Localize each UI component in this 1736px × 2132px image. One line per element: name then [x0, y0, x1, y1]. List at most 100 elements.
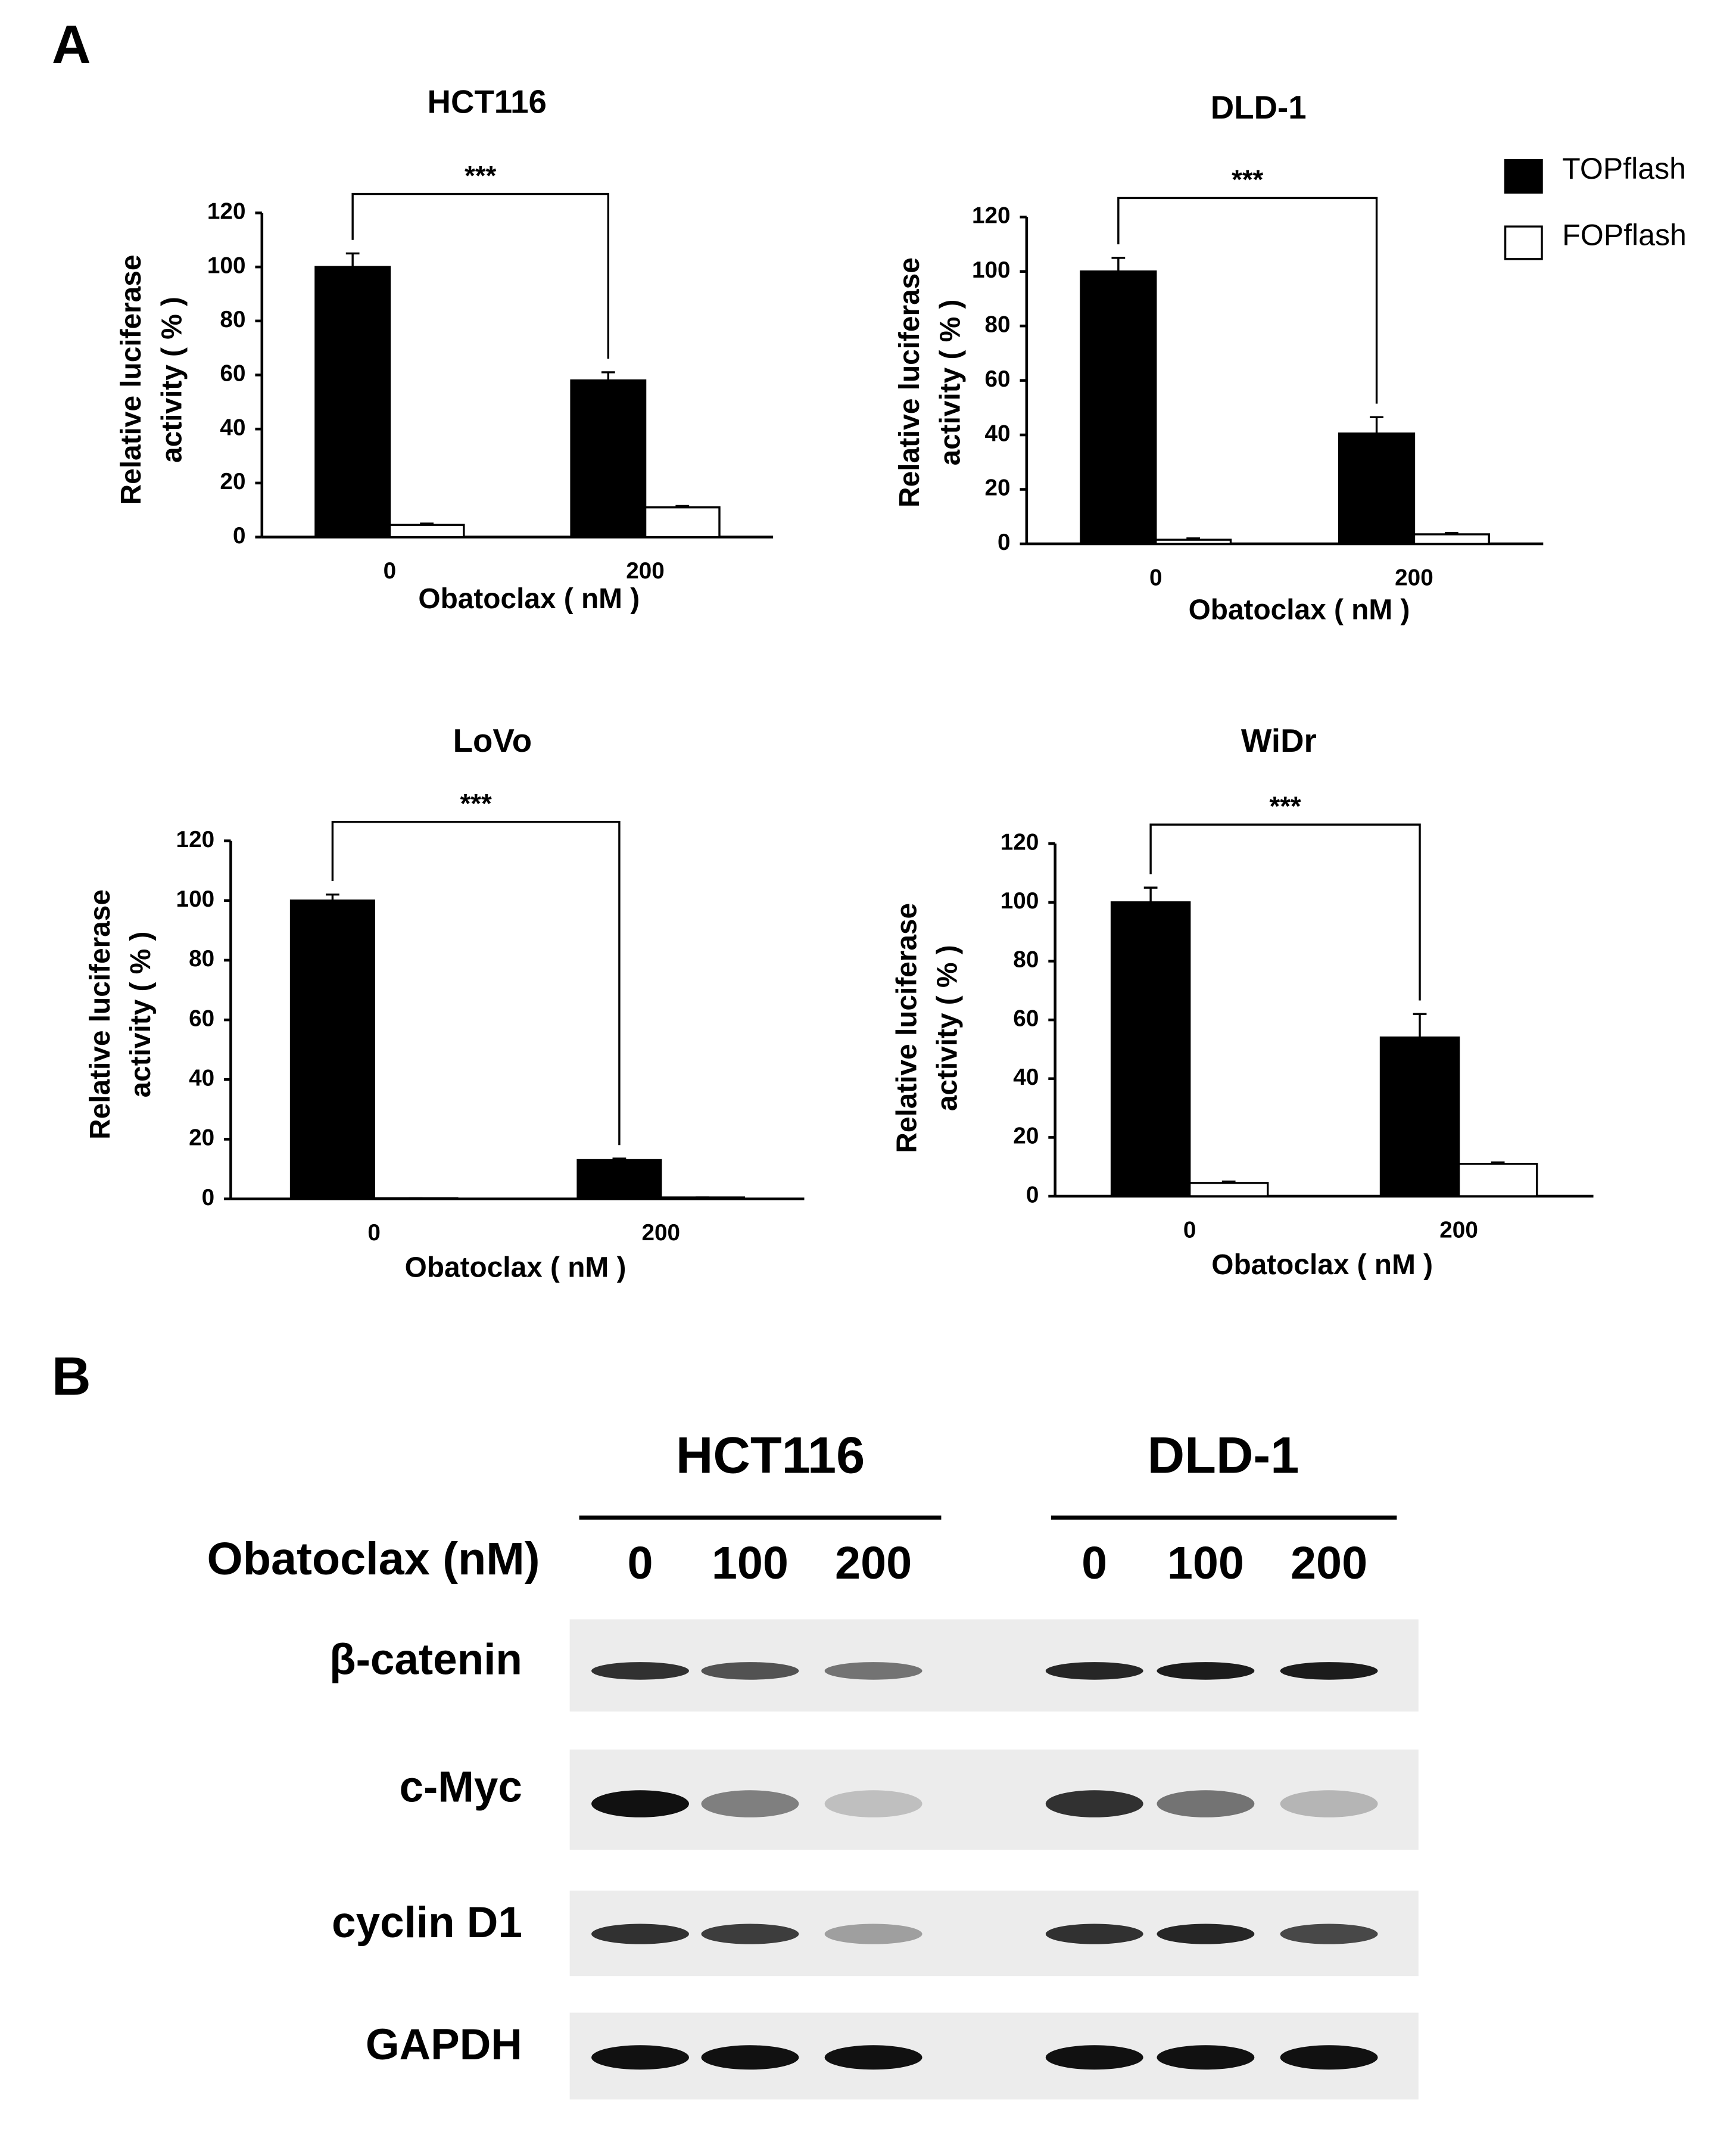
blot-band — [701, 1662, 799, 1680]
y-tick-label: 60 — [985, 366, 1011, 392]
y-tick-label: 20 — [220, 469, 245, 494]
bar — [1338, 432, 1416, 545]
y-tick-label: 120 — [207, 199, 246, 225]
dose-label: 100 — [712, 1537, 788, 1589]
y-axis-label: activity ( % ) — [932, 945, 964, 1111]
chart-title: HCT116 — [428, 84, 547, 120]
protein-label: β-catenin — [329, 1636, 522, 1684]
cell-line-label: HCT116 — [676, 1427, 865, 1484]
dose-label: 0 — [1082, 1537, 1107, 1589]
y-tick-label: 0 — [233, 523, 246, 549]
y-tick-label: 40 — [1013, 1065, 1039, 1090]
blot-band — [1280, 2045, 1378, 2070]
blot-band — [701, 1790, 799, 1817]
y-tick-label: 80 — [985, 312, 1011, 337]
significance-bracket — [331, 820, 621, 1146]
blot-band — [1045, 1790, 1143, 1817]
y-tick-label: 80 — [220, 307, 245, 332]
blot-band — [824, 1662, 922, 1680]
protein-label: cyclin D1 — [332, 1898, 522, 1947]
blot-band — [1157, 1790, 1255, 1817]
bar — [644, 506, 721, 539]
chart-title: WiDr — [1241, 723, 1317, 759]
bar — [1110, 901, 1191, 1197]
dose-label: 200 — [835, 1537, 912, 1589]
dose-label: 100 — [1167, 1537, 1244, 1589]
blot-band — [1045, 2045, 1143, 2070]
y-tick-label: 0 — [1026, 1182, 1039, 1207]
dose-label: 200 — [1291, 1537, 1367, 1589]
y-tick-label: 100 — [176, 886, 215, 912]
y-tick-label: 100 — [1001, 888, 1039, 914]
blot-band — [1157, 1924, 1255, 1944]
y-tick-label: 100 — [207, 253, 246, 278]
x-tick-label: 200 — [626, 558, 665, 584]
y-axis-label: activity ( % ) — [934, 300, 966, 466]
x-axis-label: Obatoclax ( nM ) — [1211, 1249, 1433, 1281]
panel-label: B — [52, 1347, 91, 1407]
y-tick-label: 40 — [189, 1065, 214, 1091]
y-tick-label: 80 — [1013, 947, 1039, 973]
bar — [1457, 1163, 1538, 1197]
treatment-label: Obatoclax (nM) — [207, 1533, 540, 1585]
y-axis-label: Relative luciferase — [891, 903, 922, 1153]
significance-bracket — [351, 192, 610, 359]
y-tick-label: 120 — [972, 203, 1011, 228]
x-axis-label: Obatoclax ( nM ) — [405, 1252, 627, 1284]
x-tick-label: 200 — [641, 1220, 680, 1246]
y-tick-label: 20 — [1013, 1123, 1039, 1149]
bar — [289, 900, 375, 1200]
y-tick-label: 120 — [1001, 829, 1039, 855]
blot-band — [1045, 1924, 1143, 1944]
legend-swatch — [1504, 158, 1543, 194]
blot-band — [701, 2045, 799, 2070]
significance-label: *** — [465, 160, 496, 191]
x-tick-label: 200 — [1439, 1217, 1478, 1243]
blot-band — [1280, 1662, 1378, 1680]
cell-line-label: DLD-1 — [1148, 1427, 1299, 1484]
x-axis-label: Obatoclax ( nM ) — [1189, 594, 1410, 625]
bar — [1413, 533, 1490, 545]
bar — [570, 379, 647, 539]
blot-band — [1045, 1662, 1143, 1680]
blot-band — [591, 2045, 689, 2070]
panel-label: A — [52, 15, 91, 75]
bar — [1155, 539, 1232, 545]
chart-title: DLD-1 — [1211, 89, 1307, 126]
x-tick-label: 0 — [384, 558, 397, 584]
blot-band — [824, 1924, 922, 1944]
blot-band — [701, 1924, 799, 1944]
y-tick-label: 80 — [189, 946, 214, 972]
blot-band — [1157, 2045, 1255, 2070]
blot-band — [591, 1924, 689, 1944]
x-axis-label: Obatoclax ( nM ) — [418, 583, 640, 615]
protein-label: c-Myc — [399, 1763, 522, 1812]
protein-label: GAPDH — [366, 2021, 522, 2069]
bar — [576, 1159, 662, 1200]
blot-band — [1280, 1924, 1378, 1944]
y-axis-label: activity ( % ) — [125, 932, 157, 1098]
y-tick-label: 0 — [998, 530, 1011, 555]
x-tick-label: 0 — [1149, 565, 1162, 590]
bar — [1379, 1036, 1460, 1197]
x-tick-label: 200 — [1395, 565, 1433, 590]
blot-band — [1280, 1790, 1378, 1817]
blot-band — [824, 2045, 922, 2070]
y-tick-label: 40 — [985, 421, 1011, 446]
bar — [1080, 270, 1157, 545]
x-tick-label: 0 — [1183, 1217, 1196, 1243]
blot-band — [591, 1662, 689, 1680]
legend-swatch — [1504, 225, 1543, 260]
y-tick-label: 60 — [220, 361, 245, 387]
y-axis-label: Relative luciferase — [894, 257, 925, 508]
y-tick-label: 100 — [972, 257, 1011, 283]
significance-label: *** — [1270, 791, 1301, 821]
legend-label: TOPflash — [1562, 152, 1686, 185]
y-tick-label: 0 — [202, 1185, 215, 1210]
y-tick-label: 60 — [1013, 1006, 1039, 1031]
bar — [388, 524, 465, 539]
blot-membrane — [569, 1619, 1419, 1712]
y-axis-label: activity ( % ) — [156, 297, 188, 463]
y-tick-label: 20 — [985, 475, 1011, 501]
